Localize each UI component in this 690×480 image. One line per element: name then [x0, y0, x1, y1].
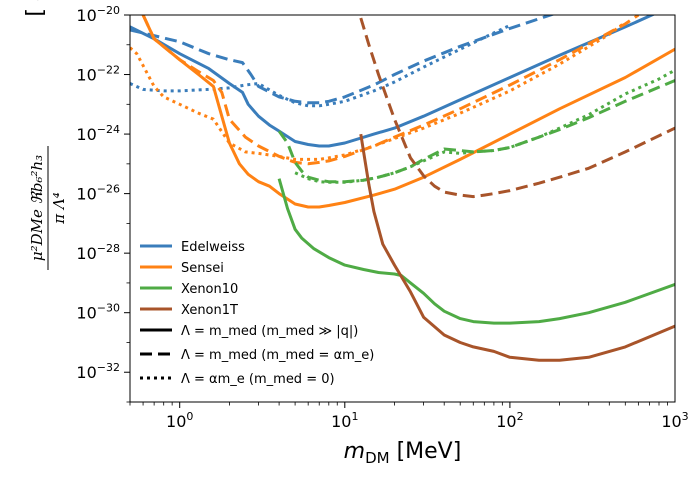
- x-tick-label: 100: [166, 410, 193, 431]
- legend-label-edelweiss: Edelweiss: [181, 240, 245, 255]
- legend: Edelweiss Sensei Xenon10 Xenon1T Λ = m_med (…: [140, 240, 374, 387]
- series-xenon1t-solid: [359, 133, 675, 362]
- series-sensei-dotted: [130, 21, 627, 161]
- legend-label-dashed: Λ = m_med (m_med = αm_e): [181, 348, 374, 363]
- series-xenon10-dashed: [277, 79, 675, 184]
- series-xenon10-solid: [277, 178, 675, 325]
- svg-text:[ cm² ]: [ cm² ]: [23, 0, 48, 17]
- x-axis-label: mDM [MeV]: [344, 439, 462, 467]
- svg-text:μ²DMe ℜb₆²h₃: μ²DMe ℜb₆²h₃: [28, 155, 46, 261]
- x-tick-label: 103: [661, 410, 688, 431]
- y-tick-label: 10−22: [76, 64, 120, 85]
- series-xenon1t-dashed: [359, 17, 675, 199]
- legend-label-dotted: Λ = αm_e (m_med = 0): [181, 372, 335, 387]
- y-tick-label: 10−32: [76, 361, 120, 382]
- y-tick-label: 10−24: [76, 123, 120, 144]
- legend-label-xenon1t: Xenon1T: [181, 303, 238, 318]
- series-xenon10-dotted: [294, 68, 675, 184]
- legend-label-xenon10: Xenon10: [181, 282, 238, 297]
- legend-label-solid: Λ = m_med (m_med ≫ |q|): [181, 324, 358, 339]
- y-tick-label: 10−30: [76, 302, 120, 323]
- y-tick-label: 10−28: [76, 242, 120, 263]
- series-sensei-dashed: [141, 15, 640, 166]
- series-edelweiss-solid: [130, 15, 656, 148]
- y-axis: 10−20 10−22 10−24 10−26 10−28 10−30 10−32: [76, 4, 130, 403]
- y-tick-label: 10−26: [76, 183, 120, 204]
- x-tick-label: 102: [496, 410, 523, 431]
- x-axis-title: mDM [MeV]: [344, 439, 462, 467]
- legend-label-sensei: Sensei: [181, 261, 224, 276]
- plot-frame: [129, 14, 676, 403]
- x-axis: 100 101 102 103: [129, 402, 689, 431]
- x-tick-label: 101: [331, 410, 358, 431]
- series-sensei-solid: [141, 15, 675, 209]
- y-tick-label: 10−20: [76, 4, 120, 25]
- series-edelweiss-dotted: [130, 24, 511, 108]
- series-layer: [130, 15, 675, 362]
- svg-text:π Λ⁴: π Λ⁴: [50, 192, 68, 224]
